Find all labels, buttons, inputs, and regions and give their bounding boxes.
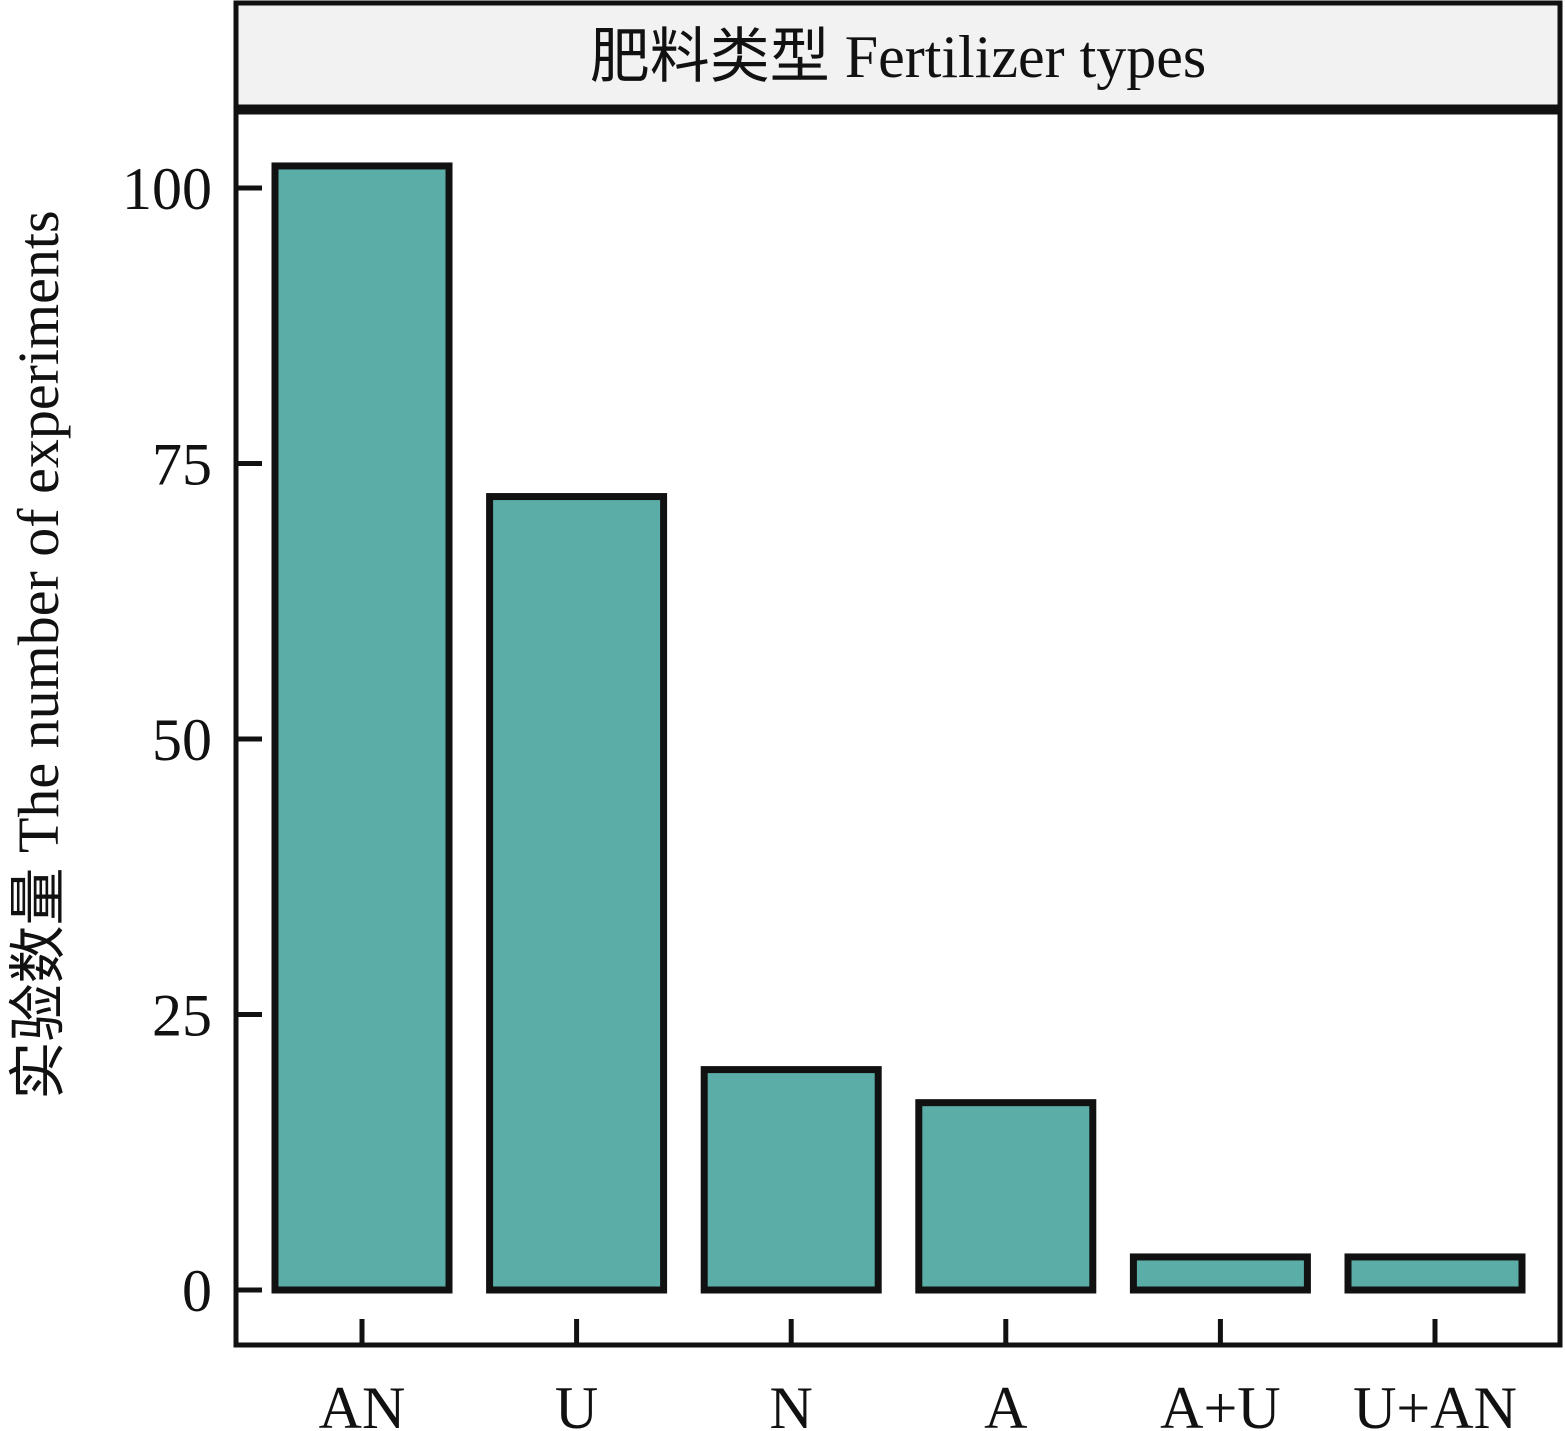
- facet-strip: [233, 0, 1563, 110]
- bar-u-plus-an: [1344, 1253, 1526, 1294]
- x-tick-label: AN: [319, 1375, 406, 1431]
- bar-an: [271, 162, 453, 1294]
- y-axis-ticks: 0 25 50 75 100: [122, 156, 262, 1324]
- x-tick-label: N: [770, 1375, 813, 1431]
- facet-strip-label: 肥料类型 Fertilizer types: [590, 24, 1207, 90]
- y-tick-label: 75: [152, 432, 212, 498]
- bar-u: [486, 493, 668, 1294]
- bar-a-plus-u: [1129, 1253, 1311, 1294]
- x-axis-ticks: AN U N A A+U U+AN: [319, 1319, 1517, 1431]
- x-tick-label: U: [555, 1375, 598, 1431]
- x-tick-label: A: [984, 1375, 1027, 1431]
- bar-a: [915, 1099, 1097, 1294]
- y-tick-label: 0: [182, 1258, 212, 1324]
- y-axis-title: 实验数量 The number of experiments: [6, 210, 71, 1099]
- bar-n: [700, 1066, 882, 1294]
- bars-group: [271, 162, 1526, 1294]
- y-tick-label: 100: [122, 156, 212, 222]
- plot-panel: [233, 109, 1563, 1348]
- x-tick-label: U+AN: [1353, 1375, 1517, 1431]
- x-tick-label: A+U: [1160, 1375, 1281, 1431]
- y-tick-label: 50: [152, 707, 212, 773]
- y-tick-label: 25: [152, 983, 212, 1049]
